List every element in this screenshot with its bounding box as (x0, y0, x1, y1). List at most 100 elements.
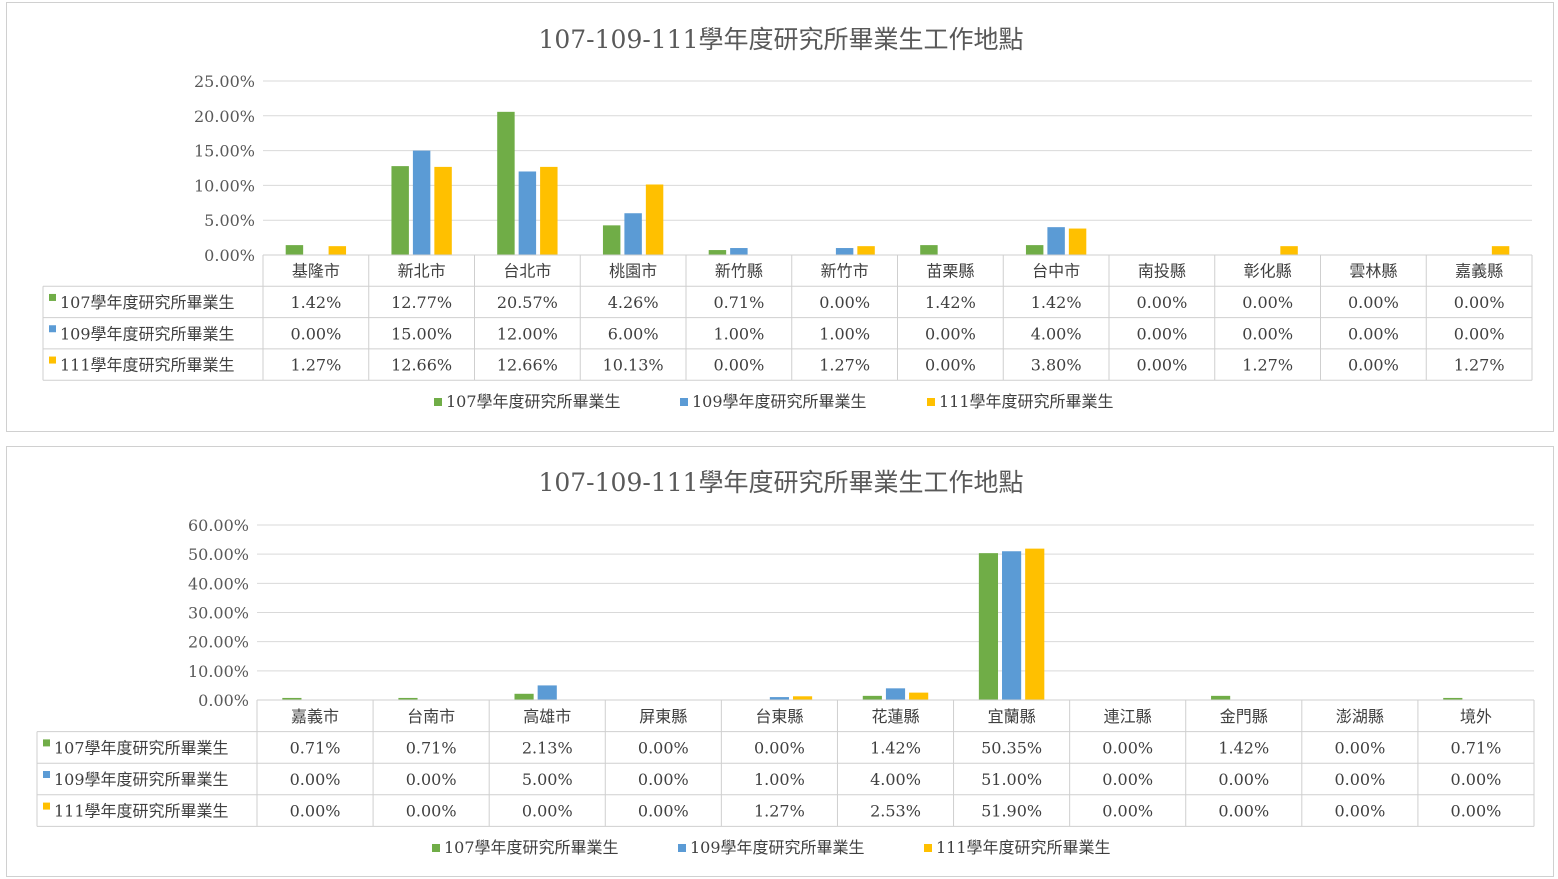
bar-111 (1068, 228, 1087, 255)
bar-111 (1491, 246, 1510, 255)
bar-109 (835, 248, 854, 255)
bar-109 (624, 213, 642, 255)
data-cell: 0.00% (522, 802, 573, 821)
data-cell: 1.27% (290, 356, 341, 375)
row-series-label: 109學年度研究所畢業生 (60, 324, 235, 343)
bar-111 (1280, 246, 1298, 255)
bar-107 (862, 695, 882, 700)
bar-111 (1025, 548, 1045, 700)
bar-111 (792, 696, 813, 700)
data-cell: 1.00% (754, 770, 805, 789)
category-label: 花蓮縣 (871, 707, 919, 726)
data-cell: 0.00% (1102, 802, 1153, 821)
data-cell: 0.00% (290, 324, 341, 343)
bar-107 (978, 553, 999, 700)
category-label: 台東縣 (755, 707, 803, 726)
data-cell: 0.00% (925, 324, 976, 343)
bar-107 (398, 697, 418, 700)
y-tick-label: 25.00% (194, 72, 255, 91)
legend-label: 109學年度研究所畢業生 (692, 392, 867, 411)
data-cell: 0.00% (713, 356, 764, 375)
bar-109 (769, 697, 789, 700)
data-cell: 20.57% (497, 293, 558, 312)
bar-109 (537, 685, 557, 700)
chart-1-svg: 107-109-111學年度研究所畢業生工作地點 25.00% 20.00% 15.… (42, 25, 1533, 411)
category-label: 嘉義縣 (1455, 262, 1503, 281)
data-cell: 1.27% (1242, 356, 1293, 375)
data-cell: 4.00% (1031, 324, 1082, 343)
bar-107 (1443, 697, 1463, 700)
data-cell: 0.00% (754, 738, 805, 757)
data-cell: 0.71% (1451, 738, 1502, 757)
category-label: 台南市 (407, 707, 455, 726)
data-cell: 1.42% (1031, 293, 1082, 312)
data-cell: 51.00% (981, 770, 1042, 789)
category-label: 澎湖縣 (1336, 707, 1384, 726)
data-cell: 2.13% (522, 738, 573, 757)
bar-111 (540, 166, 558, 255)
data-cell: 0.00% (819, 293, 870, 312)
data-cell: 12.00% (497, 324, 558, 343)
data-cell: 0.00% (290, 770, 341, 789)
category-label: 高雄市 (523, 707, 571, 726)
bar-109 (518, 171, 537, 255)
y-tick-label: 40.00% (188, 574, 249, 593)
legend-label: 109學年度研究所畢業生 (690, 838, 865, 857)
category-label: 境外 (1460, 707, 1492, 726)
bar-107 (497, 111, 515, 256)
data-cell: 5.00% (522, 770, 573, 789)
legend-key (924, 844, 932, 852)
bar-109 (1047, 227, 1065, 255)
y-tick-label: 10.00% (194, 176, 255, 195)
data-cell: 12.66% (497, 356, 558, 375)
data-cell: 0.00% (1218, 770, 1269, 789)
row-legend-key (43, 802, 50, 810)
y-tick-label: 0.00% (204, 246, 255, 265)
category-label: 新竹市 (821, 262, 869, 281)
bar-107 (285, 245, 304, 255)
chart-panel-2: 107-109-111學年度研究所畢業生工作地點 60.00% 50.00% 40.… (6, 446, 1554, 877)
data-cell: 0.71% (406, 738, 457, 757)
legend-label: 111學年度研究所畢業生 (936, 838, 1111, 857)
data-cell: 0.00% (638, 738, 689, 757)
data-cell: 0.00% (1451, 802, 1502, 821)
category-label: 苗栗縣 (926, 262, 974, 281)
data-cell: 2.53% (870, 802, 921, 821)
category-label: 雲林縣 (1349, 262, 1397, 281)
category-label: 新北市 (398, 262, 446, 281)
data-cell: 1.27% (754, 802, 805, 821)
data-cell: 0.00% (1242, 324, 1293, 343)
row-series-label: 107學年度研究所畢業生 (54, 738, 229, 757)
data-cell: 0.00% (1242, 293, 1293, 312)
data-cell: 3.80% (1031, 356, 1082, 375)
data-cell: 0.00% (406, 770, 457, 789)
y-tick-label: 50.00% (188, 545, 249, 564)
data-cell: 12.77% (391, 293, 452, 312)
bar-111 (645, 184, 664, 255)
bar-107 (1025, 245, 1044, 255)
row-series-label: 107學年度研究所畢業生 (60, 293, 235, 312)
data-cell: 0.00% (1454, 324, 1505, 343)
bar-107 (514, 693, 534, 700)
y-tick-label: 0.00% (198, 691, 249, 710)
data-cell: 1.27% (819, 356, 870, 375)
data-cell: 1.42% (925, 293, 976, 312)
row-legend-key (49, 356, 56, 364)
bar-111 (857, 246, 875, 255)
bar-109 (730, 248, 748, 255)
category-label: 南投縣 (1138, 262, 1186, 281)
category-label: 基隆市 (292, 262, 340, 281)
bar-109 (885, 688, 906, 700)
data-cell: 1.42% (290, 293, 341, 312)
row-series-label: 111學年度研究所畢業生 (54, 802, 229, 821)
chart-2-svg: 107-109-111學年度研究所畢業生工作地點 60.00% 50.00% 40.… (36, 468, 1535, 857)
y-tick-label: 30.00% (188, 604, 249, 623)
category-label: 台北市 (503, 262, 551, 281)
data-cell: 0.00% (1451, 770, 1502, 789)
legend-label: 111學年度研究所畢業生 (939, 392, 1114, 411)
legend-key (678, 844, 686, 852)
y-tick-label: 20.00% (188, 633, 249, 652)
data-cell: 0.00% (1454, 293, 1505, 312)
data-cell: 1.00% (713, 324, 764, 343)
data-cell: 0.00% (1102, 770, 1153, 789)
